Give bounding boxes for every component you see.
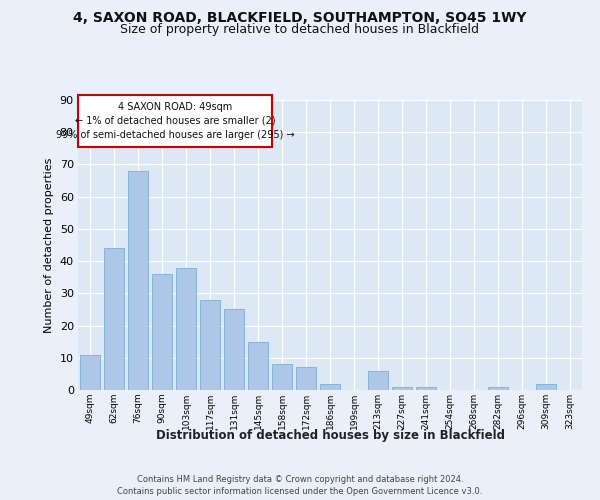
Bar (176, 268, 196, 390)
Y-axis label: Number of detached properties: Number of detached properties (44, 158, 54, 332)
Text: Contains public sector information licensed under the Open Government Licence v3: Contains public sector information licen… (118, 486, 482, 496)
Bar (224, 310, 244, 390)
Text: 4 SAXON ROAD: 49sqm
← 1% of detached houses are smaller (2)
99% of semi-detached: 4 SAXON ROAD: 49sqm ← 1% of detached hou… (56, 102, 295, 140)
Bar (80, 354, 100, 390)
Text: Size of property relative to detached houses in Blackfield: Size of property relative to detached ho… (121, 22, 479, 36)
Bar (272, 364, 292, 390)
Bar (488, 387, 508, 390)
Bar (104, 248, 124, 390)
Bar (248, 342, 268, 390)
Bar (152, 274, 172, 390)
Text: Contains HM Land Registry data © Crown copyright and database right 2024.: Contains HM Land Registry data © Crown c… (137, 474, 463, 484)
Bar (128, 171, 148, 390)
Text: 4, SAXON ROAD, BLACKFIELD, SOUTHAMPTON, SO45 1WY: 4, SAXON ROAD, BLACKFIELD, SOUTHAMPTON, … (73, 11, 527, 25)
Bar (416, 387, 436, 390)
Bar (200, 300, 220, 390)
Bar (392, 387, 412, 390)
Bar (320, 384, 340, 390)
Bar (296, 368, 316, 390)
Bar (368, 370, 388, 390)
Bar (536, 384, 556, 390)
Text: Distribution of detached houses by size in Blackfield: Distribution of detached houses by size … (155, 428, 505, 442)
Bar (78, 95, 272, 146)
